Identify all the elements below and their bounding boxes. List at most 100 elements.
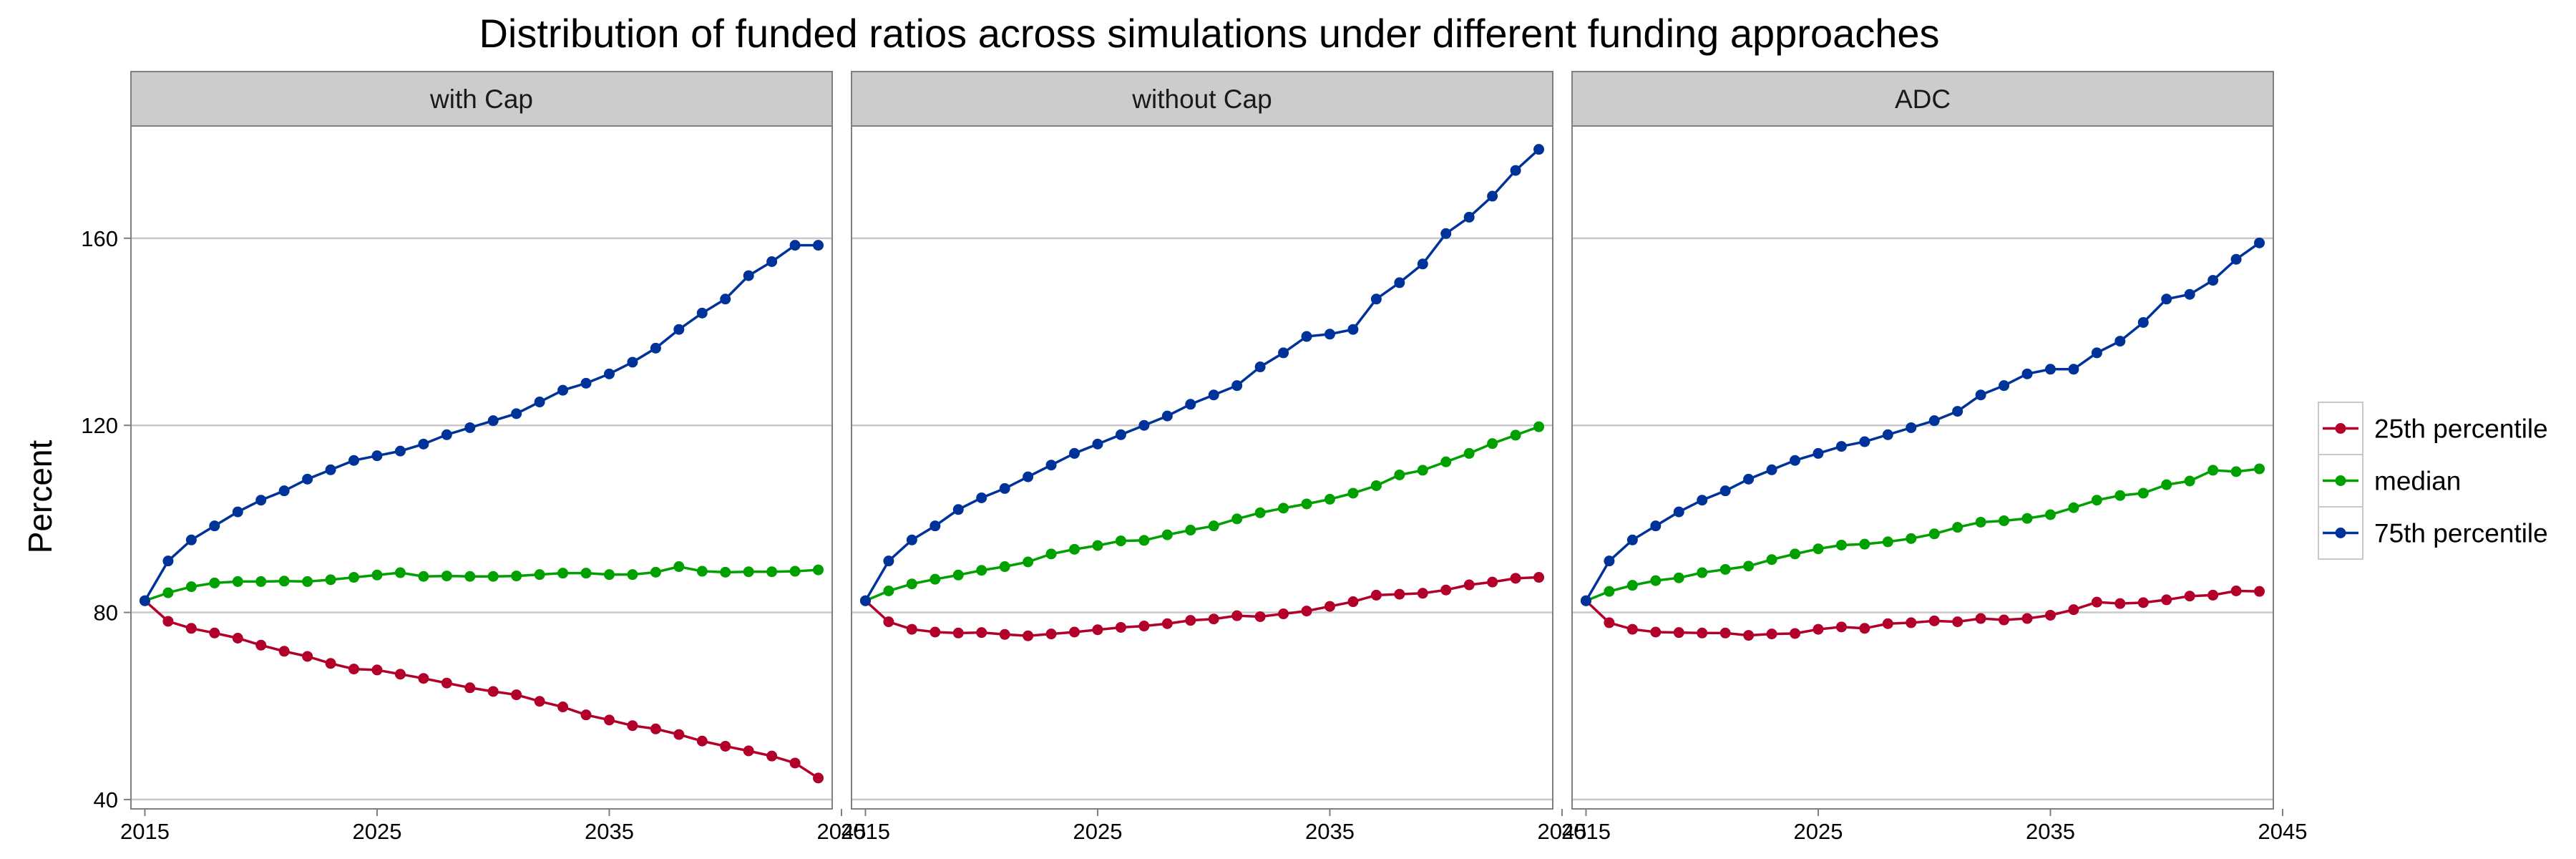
legend-label: 25th percentile — [2374, 414, 2548, 444]
data-point — [1790, 548, 1801, 560]
data-point — [1138, 419, 1150, 431]
data-point — [1115, 429, 1126, 440]
data-point — [1626, 580, 1638, 591]
data-point — [371, 569, 383, 581]
data-point — [883, 586, 894, 597]
data-point — [813, 772, 824, 784]
data-point — [720, 293, 731, 305]
legend-key-point — [2335, 475, 2346, 486]
data-point — [580, 377, 592, 389]
data-point — [1697, 495, 1708, 506]
data-point — [1650, 520, 1662, 532]
panel-border — [851, 125, 1553, 810]
data-point — [1719, 563, 1731, 575]
data-point — [1719, 627, 1731, 639]
data-point — [1790, 455, 1801, 466]
data-point — [1045, 548, 1057, 560]
data-point — [1023, 556, 1034, 568]
data-point — [952, 504, 964, 515]
data-point — [696, 735, 708, 747]
data-point — [650, 723, 661, 734]
data-point — [1370, 293, 1382, 305]
data-point — [1208, 520, 1219, 532]
data-point — [1231, 380, 1243, 392]
data-point — [1743, 560, 1755, 572]
facet-panel-3: ADC 2015 2025 2035 2045 — [1561, 71, 2307, 844]
data-point — [1440, 456, 1452, 467]
data-point — [278, 576, 290, 587]
data-point — [2114, 598, 2126, 609]
data-point — [487, 571, 499, 582]
data-point — [1626, 534, 1638, 545]
x-tick-label: 2015 — [120, 819, 170, 844]
data-point — [1882, 618, 1893, 629]
data-point — [1254, 361, 1266, 373]
data-point — [1650, 575, 1662, 586]
data-point — [1463, 447, 1475, 459]
legend: 25th percentile median 75th percentile — [2318, 402, 2548, 560]
x-tick-label: 2035 — [1305, 819, 1355, 844]
data-point — [1463, 211, 1475, 223]
data-point — [952, 627, 964, 639]
data-point — [1952, 616, 1963, 628]
data-point — [325, 658, 336, 669]
data-point — [1835, 441, 1847, 452]
data-point — [1487, 438, 1498, 450]
data-point — [162, 555, 174, 567]
data-point — [325, 574, 336, 586]
facet-strip — [130, 71, 833, 127]
data-point — [464, 682, 476, 694]
data-point — [232, 576, 243, 587]
data-point — [1324, 329, 1335, 340]
data-point — [1859, 436, 1870, 447]
data-point — [2044, 509, 2056, 520]
data-point — [2068, 364, 2079, 375]
data-point — [441, 429, 452, 440]
data-point — [813, 564, 824, 576]
data-point — [278, 485, 290, 497]
data-point — [766, 566, 778, 578]
data-point — [1673, 572, 1684, 583]
data-point — [976, 565, 987, 576]
data-point — [511, 571, 522, 582]
y-tick-label: 40 — [94, 787, 118, 812]
data-point — [766, 750, 778, 762]
data-point — [185, 581, 197, 593]
data-point — [1347, 596, 1359, 608]
data-point — [418, 438, 429, 450]
data-point — [1115, 621, 1126, 633]
data-point — [1650, 626, 1662, 638]
y-tick-label: 160 — [81, 226, 118, 251]
data-point — [1069, 447, 1080, 459]
data-point — [371, 450, 383, 462]
data-point — [999, 629, 1010, 640]
facet-strip — [1571, 71, 2274, 127]
plot-background — [852, 126, 1553, 809]
data-point — [766, 256, 778, 267]
data-point — [1510, 573, 1521, 584]
data-point — [557, 702, 569, 713]
data-point — [1092, 438, 1103, 450]
data-point — [1161, 529, 1173, 540]
legend-label: median — [2374, 467, 2461, 496]
data-point — [743, 270, 754, 281]
data-point — [1161, 410, 1173, 422]
facet-panel-1: with Cap 2015 2025 2035 2045 — [120, 71, 866, 844]
data-point — [1092, 624, 1103, 636]
data-point — [696, 307, 708, 319]
data-point — [2021, 613, 2033, 624]
data-point — [1324, 493, 1335, 505]
legend-item-3: 75th percentile — [2318, 506, 2548, 560]
data-point — [1487, 576, 1498, 588]
x-tick-label: 2035 — [2026, 819, 2075, 844]
data-point — [2068, 604, 2079, 616]
data-point — [999, 482, 1010, 494]
data-point — [2137, 597, 2149, 608]
data-point — [2254, 463, 2265, 475]
data-point — [2184, 475, 2195, 487]
data-point — [1324, 601, 1335, 612]
data-point — [930, 626, 941, 638]
data-point — [1928, 528, 1940, 540]
data-point — [1045, 629, 1057, 640]
